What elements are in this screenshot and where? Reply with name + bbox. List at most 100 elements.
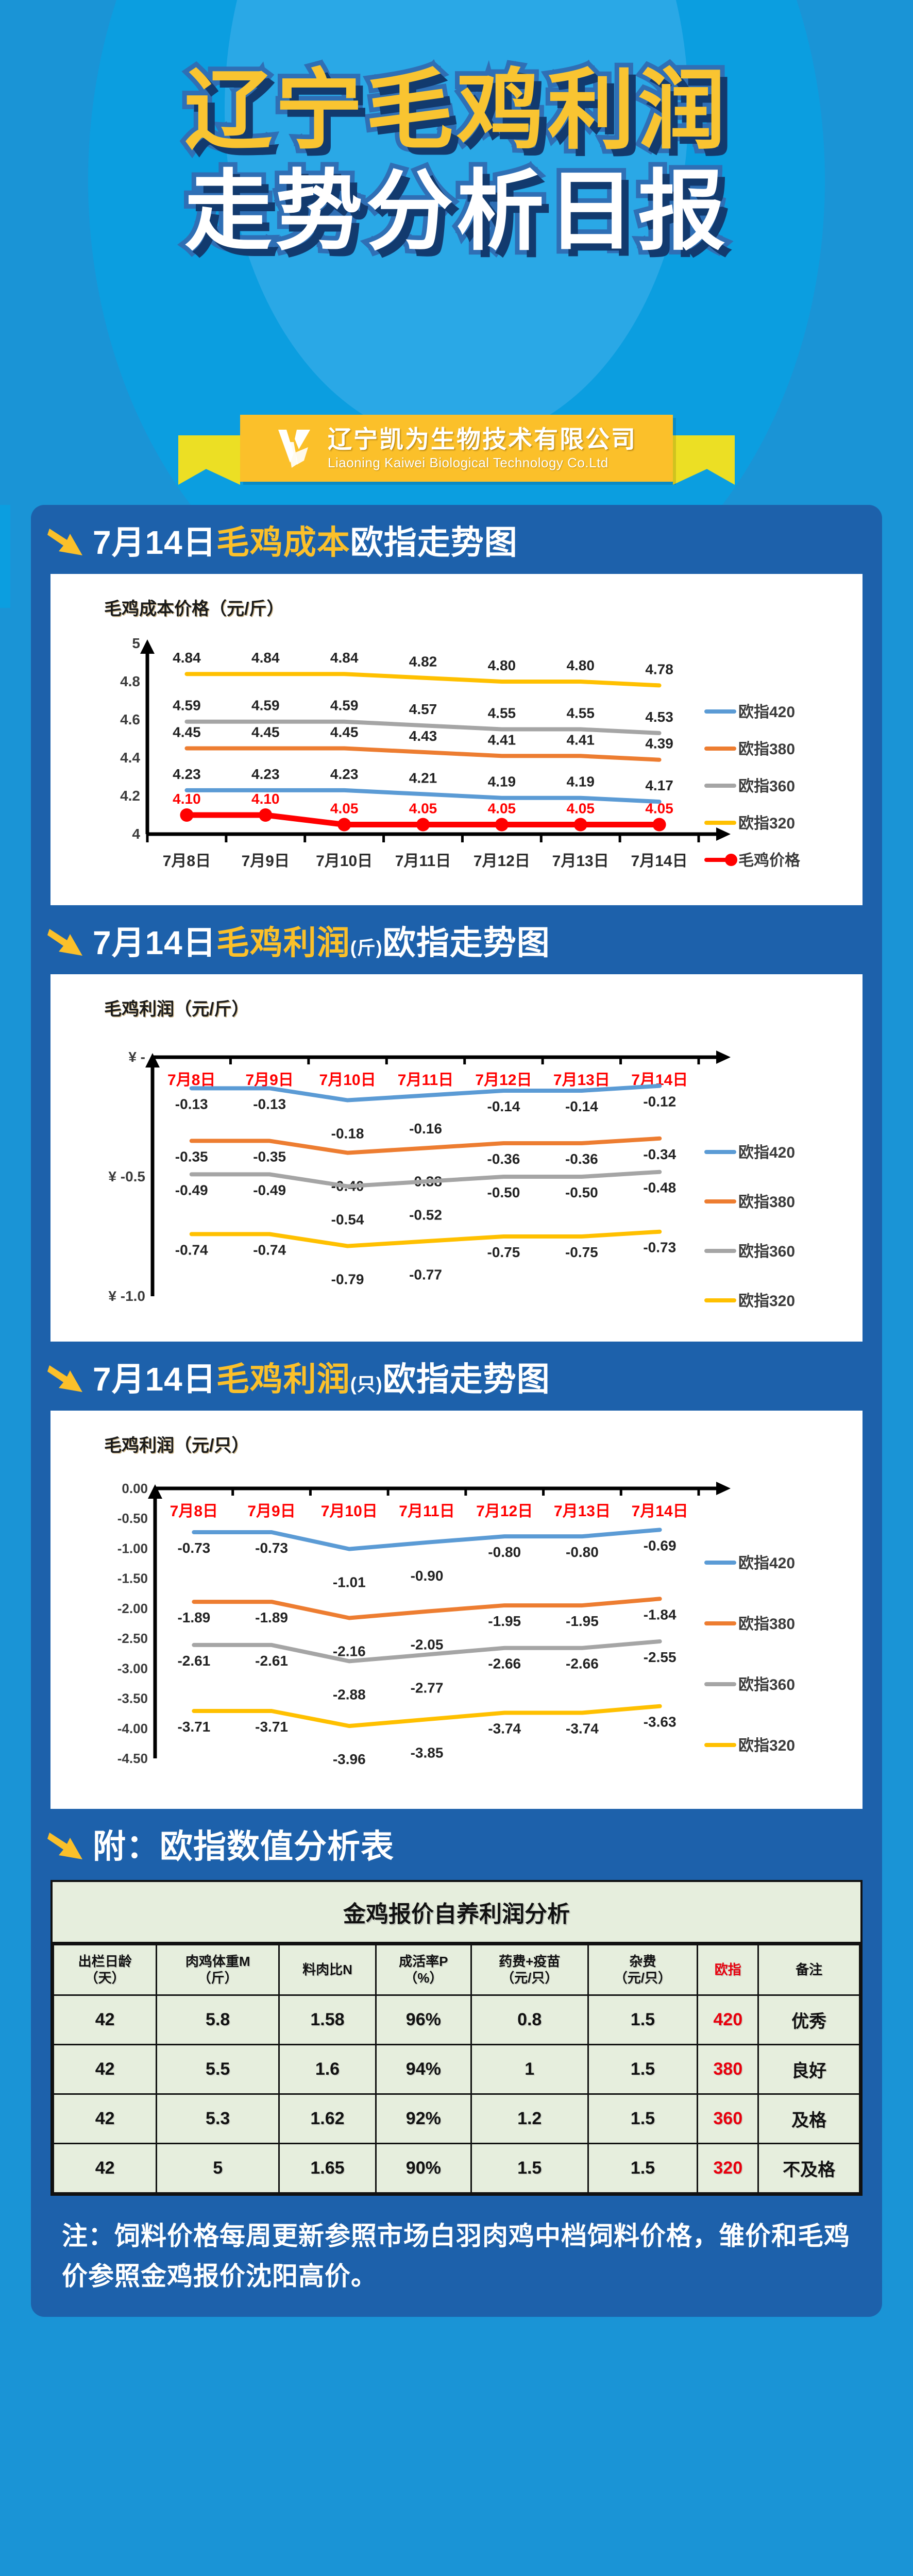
- x-axis-arrow-icon: [716, 1482, 731, 1495]
- legend-label: 毛鸡价格: [738, 852, 801, 869]
- table-cell: 380: [697, 2044, 759, 2095]
- series-line-欧指360: [192, 1639, 662, 1664]
- series-line-欧指320: [184, 672, 662, 688]
- ribbon-tail-left: [178, 435, 240, 485]
- series-line-欧指380: [192, 1597, 662, 1620]
- y-axis-tick-label: -1.00: [117, 1540, 148, 1556]
- table-row: 42 5.5 1.6 94% 1 1.5 380 良好: [52, 2044, 860, 2095]
- series-marker: [573, 818, 587, 832]
- series-line-欧指320: [192, 1704, 662, 1728]
- legend-label: 欧指320: [738, 815, 795, 832]
- legend-marker: [725, 854, 737, 866]
- table-cell: 1.5: [587, 2093, 699, 2145]
- table-col-header: 成活率P （%）: [375, 1943, 472, 1996]
- data-point-label: -3.74: [566, 1721, 599, 1737]
- chart3-plot: 0.00 -0.50 -1.00 -1.50 -2.00 -2.50 -3.00 -3.50 -…: [60, 1460, 853, 1800]
- chart1-heading: 毛鸡成本价格（元/斤）: [104, 599, 284, 619]
- data-point-label: 4.05: [566, 801, 595, 817]
- data-point-label: 4.21: [409, 770, 437, 786]
- series-marker: [652, 818, 666, 832]
- content-panel: 7月14日毛鸡成本欧指走势图 毛鸡成本价格（元/斤） 4 4.2 4.4 4.6 4.8…: [31, 505, 882, 2317]
- data-point-label: -0.54: [331, 1212, 364, 1228]
- table-col-header: 出栏日龄 （天）: [52, 1943, 158, 1996]
- table-col-header: 杂费 （元/只）: [587, 1943, 699, 1996]
- y-axis-tick-label: 0.00: [122, 1481, 148, 1496]
- series-line-欧指380: [184, 746, 662, 762]
- data-point-label: -0.13: [175, 1096, 208, 1112]
- table-row: 42 5.3 1.62 92% 1.2 1.5 360 及格: [52, 2093, 860, 2145]
- x-axis-category-label: 7月8日: [163, 853, 211, 870]
- data-point-label: -0.50: [487, 1184, 520, 1200]
- poster-title-line1: 辽宁毛鸡利润: [180, 62, 730, 160]
- data-point-label: 4.59: [173, 698, 201, 714]
- table-cell: 90%: [375, 2143, 472, 2194]
- table-cell: 92%: [375, 2093, 472, 2145]
- table-col-header: 欧指: [697, 1943, 759, 1996]
- table-cell: 1.5: [470, 2143, 589, 2194]
- data-point-label: 4.19: [488, 774, 516, 790]
- series-line-欧指380: [189, 1136, 662, 1155]
- data-point-label: -0.34: [643, 1146, 676, 1162]
- data-point-label: -3.71: [177, 1719, 210, 1735]
- table-cell: 42: [52, 1994, 158, 2046]
- legend-label: 欧指360: [738, 778, 795, 795]
- data-point-label: 4.43: [409, 728, 437, 744]
- y-axis-tick-label: 4.2: [120, 788, 140, 804]
- section-header-profit-zhi: 7月14日毛鸡利润(只)欧指走势图: [31, 1342, 882, 1411]
- legend-label: 欧指420: [738, 1144, 795, 1161]
- x-axis-category-label: 7月8日: [167, 1072, 215, 1089]
- section1-title-prefix: 7月14日: [93, 524, 216, 561]
- arrow-down-right-icon: [47, 1365, 82, 1392]
- y-axis-tick-label: -0.50: [117, 1511, 148, 1526]
- series-line-欧指360: [184, 719, 662, 735]
- table-body: 42 5.8 1.58 96% 0.8 1.5 420 优秀 42 5.5 1.6 94% 1 1.5 38…: [52, 1994, 860, 2194]
- section1-title-suffix: 欧指走势图: [350, 524, 518, 561]
- hero-title-block: 辽宁毛鸡利润 走势分析日报: [0, 62, 913, 260]
- table-cell: 1.5: [587, 2143, 699, 2194]
- euro-index-table-wrap: 金鸡报价自养利润分析 出栏日龄 （天） 肉鸡体重M （斤） 料肉比N 成活率P （%） 药费+…: [50, 1880, 863, 2196]
- legend-label: 欧指320: [738, 1293, 795, 1310]
- x-axis-arrow-icon: [716, 827, 731, 841]
- table-cell: 1.2: [470, 2093, 589, 2145]
- data-point-label: -0.18: [331, 1126, 364, 1142]
- data-point-label: -0.36: [565, 1151, 598, 1167]
- table-cell: 42: [52, 2093, 158, 2145]
- data-point-label: -0.52: [409, 1207, 442, 1223]
- data-point-label: 4.41: [566, 732, 595, 748]
- section4-title-prefix: 附：: [93, 1828, 160, 1865]
- x-axis-category-label: 7月13日: [552, 853, 609, 870]
- section2-title-highlight: 毛鸡利润: [216, 924, 350, 961]
- data-point-label: -0.69: [644, 1537, 677, 1553]
- data-point-label: -1.84: [644, 1606, 677, 1622]
- table-cell: 42: [52, 2143, 158, 2194]
- table-cell: 5.3: [156, 2093, 280, 2145]
- data-point-label: 4.45: [330, 724, 359, 740]
- data-point-label: -3.96: [333, 1751, 366, 1767]
- series-marker: [337, 818, 351, 832]
- data-point-label: 4.41: [488, 732, 516, 748]
- section3-title-prefix: 7月14日: [93, 1361, 216, 1398]
- data-point-label: 4.10: [251, 791, 280, 807]
- data-point-label: -0.73: [643, 1240, 676, 1256]
- data-point-label: 4.39: [645, 736, 673, 752]
- x-axis-category-label: 7月12日: [474, 853, 530, 870]
- data-point-label: -0.90: [411, 1568, 444, 1584]
- data-point-label: -0.12: [643, 1094, 676, 1110]
- chart1-plot: 4 4.2 4.4 4.6 4.8 5 7月8日 7月9日 7月10日 7月11日 7月12日 7月1…: [60, 623, 853, 896]
- data-point-label: -1.01: [333, 1574, 366, 1590]
- data-point-label: -0.74: [175, 1242, 208, 1258]
- data-point-label: -0.35: [253, 1148, 286, 1164]
- data-point-label: -2.55: [644, 1649, 677, 1665]
- table-cell: 360: [697, 2093, 759, 2145]
- x-axis-category-label: 7月14日: [632, 1503, 688, 1520]
- company-name-en: Liaoning Kaiwei Biological Technology Co…: [328, 454, 608, 470]
- data-point-label: -1.95: [566, 1613, 599, 1629]
- table-cell: 96%: [375, 1994, 472, 2046]
- data-point-label: -2.66: [488, 1656, 521, 1672]
- company-logo-icon: [278, 429, 310, 468]
- table-col-header: 料肉比N: [278, 1943, 377, 1996]
- data-point-label: -0.16: [409, 1121, 442, 1137]
- series-line-欧指420: [192, 1528, 662, 1551]
- table-title: 金鸡报价自养利润分析: [53, 1882, 860, 1944]
- data-point-label: 4.05: [488, 801, 516, 817]
